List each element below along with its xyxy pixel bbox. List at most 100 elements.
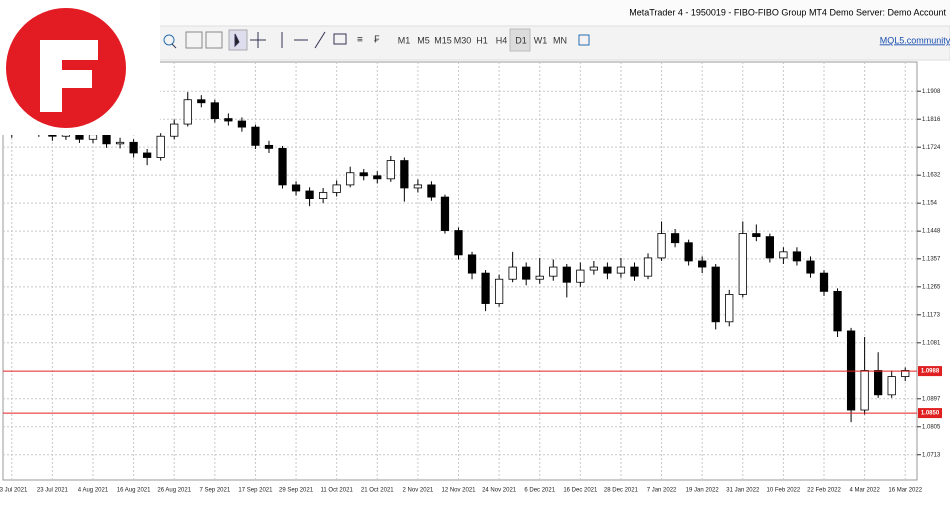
candle-body	[576, 269, 585, 283]
candle-body	[237, 120, 247, 128]
candle-body	[319, 192, 328, 199]
mql5-link[interactable]: MQL5.community	[880, 35, 950, 45]
candle-body	[359, 172, 368, 177]
x-tick-label: 13 Jul 2021	[0, 488, 28, 494]
candle-body	[562, 266, 571, 283]
y-tick-label: 1.0713	[922, 452, 941, 458]
y-tick-label: 1.1908	[922, 89, 941, 95]
x-tick-label: 4 Mar 2022	[849, 488, 880, 494]
x-tick-label: 26 Aug 2021	[157, 488, 191, 494]
candle-body	[670, 233, 680, 244]
window-title: MetaTrader 4 - 1950019 - FIBO-FIBO Group…	[629, 7, 946, 17]
x-tick-label: 31 Jan 2022	[726, 488, 760, 494]
candle-body	[332, 184, 341, 193]
y-tick-label: 1.1081	[922, 340, 941, 346]
candle-body	[874, 370, 883, 396]
candle-body	[589, 266, 598, 271]
candle-body	[752, 233, 761, 238]
x-tick-label: 16 Aug 2021	[117, 488, 151, 494]
candle-body	[183, 99, 192, 125]
candle-body	[887, 376, 896, 396]
svg-text:≡: ≡	[357, 35, 363, 46]
price-label-box	[918, 366, 942, 377]
candle-body	[711, 266, 720, 323]
x-tick-label: 16 Mar 2022	[888, 488, 922, 494]
candle-body	[291, 184, 301, 192]
logo	[0, 0, 160, 135]
candle-body	[806, 260, 815, 274]
candle-body	[115, 141, 125, 145]
timeframe-button[interactable]: H1	[476, 35, 488, 45]
candle-body	[901, 370, 910, 377]
x-tick-label: 4 Aug 2021	[78, 488, 109, 494]
y-tick-label: 1.1357	[922, 256, 941, 262]
y-tick-label: 1.1265	[922, 284, 941, 290]
x-tick-label: 17 Sep 2021	[238, 488, 273, 494]
x-tick-label: 29 Sep 2021	[279, 488, 314, 494]
candle-body	[251, 126, 260, 146]
candle-body	[860, 370, 869, 411]
candle-body	[102, 134, 111, 145]
timeframe-button[interactable]: M30	[454, 35, 472, 45]
price-label-box	[918, 408, 942, 419]
candle-body	[616, 266, 626, 274]
x-tick-label: 11 Oct 2021	[321, 488, 354, 494]
candle-body	[779, 251, 788, 259]
timeframe-button[interactable]: M5	[417, 35, 430, 45]
x-tick-label: 23 Jul 2021	[37, 488, 69, 494]
candle-body	[224, 118, 233, 122]
candle-body	[765, 236, 774, 259]
candle-body	[725, 294, 734, 323]
timeframe-button[interactable]: M15	[434, 35, 452, 45]
candle-body	[535, 275, 544, 280]
candle-body	[494, 278, 504, 304]
price-label: 1.0850	[921, 411, 940, 417]
x-tick-label: 10 Feb 2022	[767, 488, 801, 494]
candle-body	[792, 251, 802, 262]
timeframe-button[interactable]: W1	[534, 35, 548, 45]
candle-body	[467, 254, 477, 274]
candle-body	[264, 144, 274, 149]
candle-body	[373, 175, 382, 180]
candle-body	[508, 266, 517, 280]
candle-body	[305, 190, 314, 199]
candle-body	[440, 196, 450, 231]
candle-body	[643, 257, 653, 277]
candle-body	[833, 290, 842, 332]
timeframe-button[interactable]: MN	[553, 35, 567, 45]
y-tick-label: 1.0805	[922, 424, 941, 430]
candle-body	[549, 266, 558, 277]
x-tick-label: 24 Nov 2021	[482, 488, 517, 494]
candle-body	[170, 123, 179, 137]
timeframe-button[interactable]: D1	[515, 35, 527, 45]
svg-text:₣: ₣	[374, 35, 380, 46]
x-tick-label: 6 Dec 2021	[524, 488, 555, 494]
x-tick-label: 16 Dec 2021	[563, 488, 598, 494]
timeframe-button[interactable]: M1	[398, 35, 411, 45]
candle-body	[88, 134, 98, 140]
candle-body	[454, 230, 463, 256]
candle-body	[522, 266, 531, 280]
toolbar-icons[interactable]: ≡ ₣	[163, 29, 590, 51]
candle-body	[400, 160, 409, 189]
candle-body	[698, 260, 707, 268]
y-tick-label: 1.154	[922, 201, 938, 207]
y-tick-label: 1.1632	[922, 173, 941, 179]
candle-body	[738, 233, 747, 295]
x-tick-label: 22 Feb 2022	[807, 488, 841, 494]
candle-body	[657, 233, 666, 259]
x-tick-label: 28 Dec 2021	[604, 488, 639, 494]
candle-body	[427, 184, 436, 198]
y-tick-label: 1.1448	[922, 229, 941, 235]
candle-body	[129, 141, 138, 154]
candle-body	[197, 99, 206, 104]
active-timeframe	[509, 28, 531, 52]
candle-body	[346, 172, 355, 186]
x-tick-label: 19 Jan 2022	[686, 488, 720, 494]
candle-body	[481, 272, 490, 304]
candle-body	[603, 266, 612, 274]
candle-body	[684, 242, 693, 262]
timeframe-button[interactable]: H4	[496, 35, 508, 45]
candle-body	[846, 330, 856, 411]
